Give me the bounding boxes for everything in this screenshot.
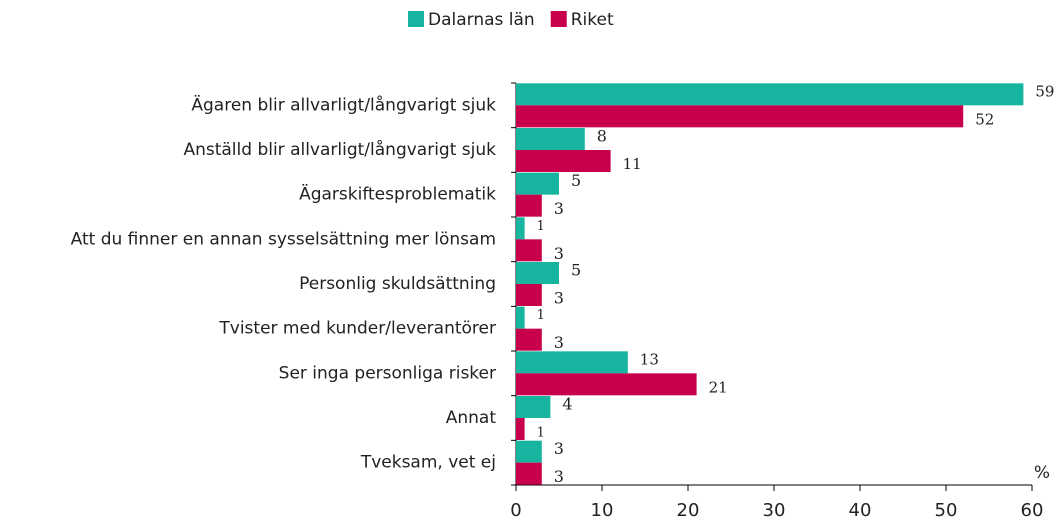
x-tick-label: 20	[677, 500, 700, 521]
category-label: Ägaren blir allvarligt/långvarigt sjuk	[191, 94, 496, 115]
bar	[516, 83, 1024, 106]
x-tick-label: 10	[591, 500, 614, 521]
value-label: 1	[537, 219, 545, 234]
bar	[516, 284, 542, 306]
axis-unit: %	[1034, 463, 1050, 483]
value-label: 3	[554, 244, 564, 263]
value-label: 5	[571, 261, 581, 280]
value-label: 11	[623, 155, 642, 173]
bar	[516, 217, 525, 240]
bar	[516, 373, 697, 396]
bar	[516, 351, 628, 374]
bar	[516, 396, 551, 418]
x-tick-label: 0	[510, 500, 521, 521]
category-label: Anställd blir allvarligt/långvarigt sjuk	[183, 139, 496, 160]
value-label: 1	[537, 308, 545, 323]
value-label: 3	[554, 439, 564, 458]
bar	[516, 418, 525, 440]
bar	[516, 172, 559, 195]
category-label: Annat	[446, 408, 497, 428]
value-label: 3	[554, 333, 564, 352]
value-label: 13	[640, 350, 659, 368]
bar	[516, 239, 542, 262]
bar	[516, 328, 542, 351]
value-label: 4	[562, 395, 572, 414]
value-label: 59	[1035, 82, 1054, 100]
bar	[516, 194, 542, 217]
bar	[516, 440, 542, 463]
legend-label: Riket	[571, 10, 614, 30]
category-label: Tveksam, vet ej	[360, 453, 496, 473]
bar	[516, 462, 542, 485]
value-label: 3	[554, 289, 564, 308]
bar	[516, 150, 611, 172]
value-label: 3	[554, 199, 564, 218]
value-label: 5	[571, 171, 581, 190]
category-label: Att du finner en annan sysselsättning me…	[71, 229, 496, 249]
category-label: Tvister med kunder/leverantörer	[218, 319, 496, 339]
bar	[516, 306, 525, 329]
category-label: Ägarskiftesproblematik	[299, 184, 496, 205]
bar	[516, 105, 964, 128]
legend-swatch	[408, 11, 424, 27]
x-tick-label: 30	[763, 500, 786, 521]
category-label: Personlig skuldsättning	[299, 274, 496, 294]
legend-label: Dalarnas län	[428, 10, 535, 30]
x-tick-label: 60	[1021, 500, 1044, 521]
x-tick-label: 50	[935, 500, 958, 521]
value-label: 52	[975, 110, 994, 128]
bar	[516, 128, 585, 150]
value-label: 21	[709, 378, 728, 396]
legend-swatch	[550, 11, 567, 27]
value-label: 8	[597, 127, 607, 146]
value-label: 3	[554, 467, 564, 486]
bar	[516, 262, 559, 284]
category-label: Ser inga personliga risker	[279, 363, 496, 383]
value-label: 1	[537, 426, 545, 441]
x-tick-label: 40	[849, 500, 872, 521]
